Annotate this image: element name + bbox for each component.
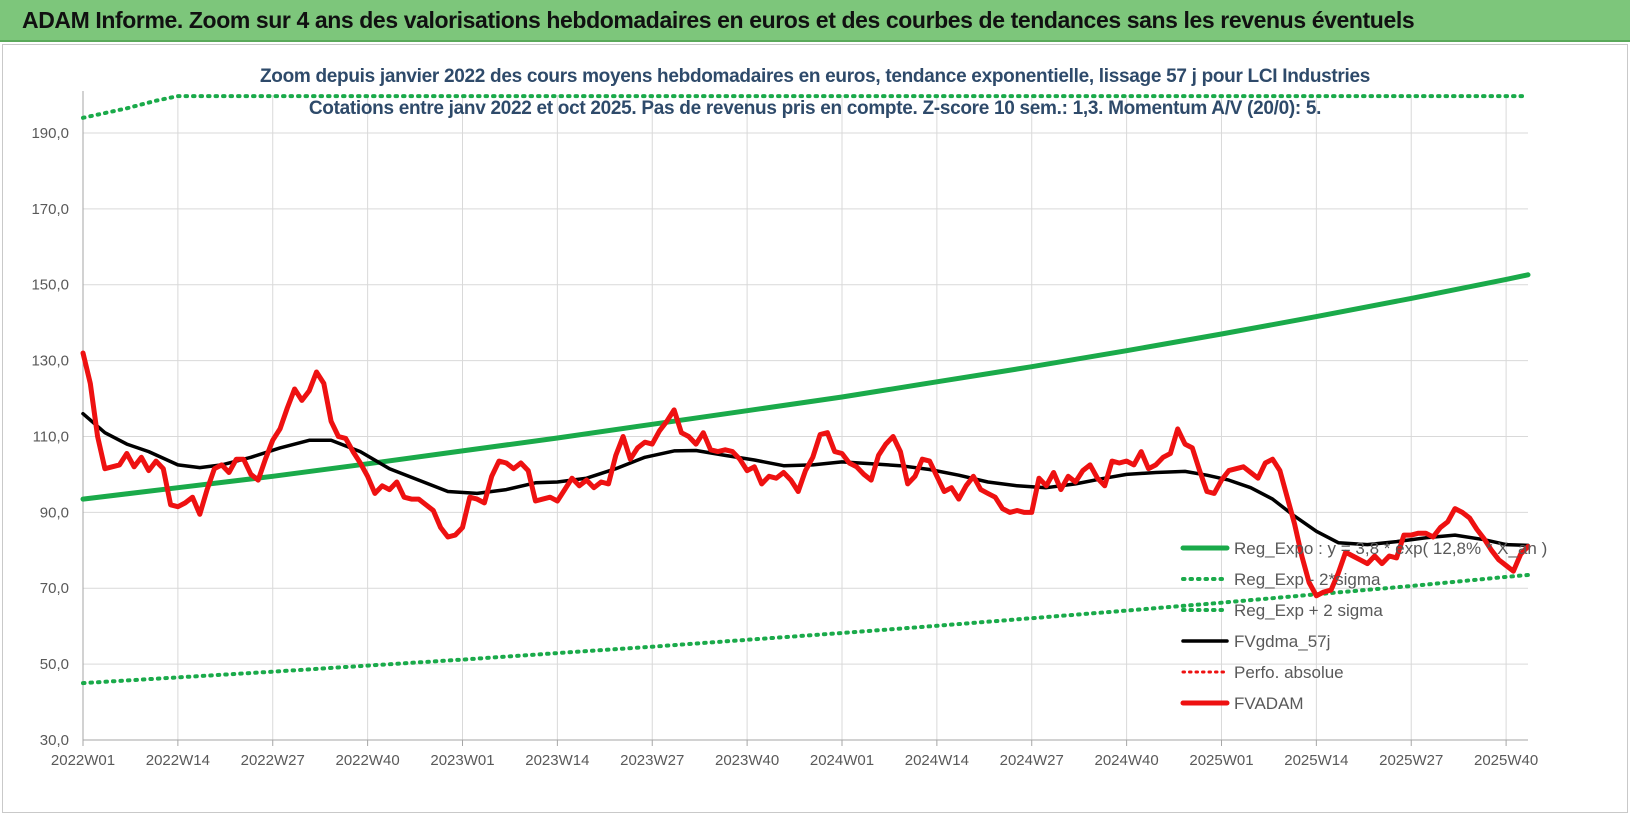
x-tick-label: 2022W40 xyxy=(336,752,400,769)
series-lines xyxy=(80,94,1531,686)
page-title: ADAM Informe. Zoom sur 4 ans des valoris… xyxy=(22,7,1415,33)
x-tick-label: 2022W27 xyxy=(241,752,305,769)
x-tick-label: 2022W01 xyxy=(51,752,115,769)
axis-labels: 30,0 50,0 70,0 90,0 110,0 130,0 150,0 170,0 190,… xyxy=(31,125,1538,769)
legend-label-reg_plus: Reg_Exp + 2 sigma xyxy=(1234,601,1383,620)
y-tick-label: 130,0 xyxy=(31,353,69,370)
x-tick-label: 2024W01 xyxy=(810,752,874,769)
legend-label-fvgdma: FVgdma_57j xyxy=(1234,632,1330,651)
y-tick-label: 70,0 xyxy=(40,580,69,597)
series-line-reg_minus xyxy=(81,573,1530,686)
x-tick-label: 2025W01 xyxy=(1189,752,1253,769)
x-tick-label: 2022W14 xyxy=(146,752,210,769)
series-line-reg_expo xyxy=(80,272,1531,502)
legend-label-perfo: Perfo. absolue xyxy=(1234,663,1344,682)
series-line-reg_plus xyxy=(81,94,1530,120)
x-tick-label: 2023W01 xyxy=(430,752,494,769)
legend-label-reg_minus: Reg_Exp - 2*sigma xyxy=(1234,570,1381,589)
y-tick-label: 110,0 xyxy=(33,428,69,445)
x-tick-label: 2023W27 xyxy=(620,752,684,769)
x-tick-label: 2023W40 xyxy=(715,752,779,769)
y-tick-label: 190,0 xyxy=(31,125,69,142)
x-tick-label: 2024W27 xyxy=(1000,752,1064,769)
series-line-fvadam xyxy=(80,350,1531,599)
x-tick-label: 2023W14 xyxy=(525,752,589,769)
x-tick-label: 2024W14 xyxy=(905,752,969,769)
series-line-fvgdma xyxy=(81,411,1530,548)
legend-label-reg_expo: Reg_Expo : y = 3,8 * exp( 12,8% * X_an ) xyxy=(1234,539,1547,558)
y-tick-label: 170,0 xyxy=(31,201,69,218)
x-tick-label: 2025W40 xyxy=(1474,752,1538,769)
legend: Reg_Expo : y = 3,8 * exp( 12,8% * X_an )… xyxy=(1180,539,1547,713)
y-tick-label: 30,0 xyxy=(40,732,69,749)
y-tick-label: 50,0 xyxy=(40,656,69,673)
chart-frame xyxy=(2,44,1628,813)
legend-label-fvadam: FVADAM xyxy=(1234,694,1304,713)
x-tick-label: 2024W40 xyxy=(1095,752,1159,769)
header-banner: ADAM Informe. Zoom sur 4 ans des valoris… xyxy=(0,0,1630,42)
y-tick-label: 90,0 xyxy=(40,504,69,521)
grid-lines xyxy=(82,91,1528,746)
chart-subtitle: Cotations entre janv 2022 et oct 2025. P… xyxy=(308,98,1322,119)
x-tick-label: 2025W14 xyxy=(1284,752,1348,769)
chart-title: Zoom depuis janvier 2022 des cours moyen… xyxy=(259,66,1371,87)
y-tick-label: 150,0 xyxy=(31,277,69,294)
x-tick-label: 2025W27 xyxy=(1379,752,1443,769)
